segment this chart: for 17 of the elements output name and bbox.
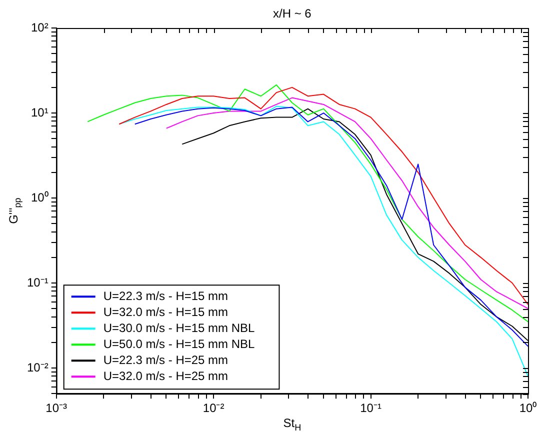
legend-label: U=32.0 m/s - H=25 mm	[103, 368, 228, 383]
y-tick-label: 10¹	[31, 105, 48, 120]
legend-label: U=22.3 m/s - H=25 mm	[103, 352, 228, 367]
y-tick-label: 10⁻²	[27, 360, 48, 374]
x-tick-label: 10⁻¹	[360, 401, 382, 416]
y-tick-label: 10²	[31, 20, 48, 34]
chart-title: x/H ~ 6	[272, 6, 312, 20]
x-tick-label: 10⁰	[519, 401, 537, 416]
x-tick-label: 10⁻²	[202, 401, 224, 416]
legend-label: U=50.0 m/s - H=15 mm NBL	[103, 336, 256, 351]
y-tick-label: 10⁰	[30, 190, 48, 204]
legend-label: U=32.0 m/s - H=15 mm	[103, 304, 228, 319]
legend-label: U=22.3 m/s - H=15 mm	[103, 288, 228, 303]
legend-label: U=30.0 m/s - H=15 mm NBL	[103, 320, 256, 335]
y-axis-title: G'''pp	[6, 198, 23, 224]
y-tick-label: 10⁻¹	[27, 275, 48, 290]
x-tick-label: 10⁻³	[46, 401, 68, 416]
